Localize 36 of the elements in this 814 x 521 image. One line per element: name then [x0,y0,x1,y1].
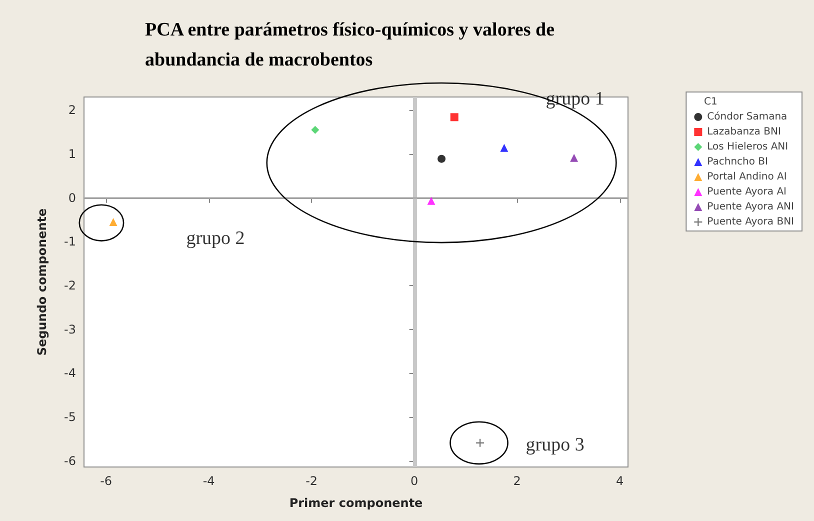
annotation: grupo 2 [186,228,245,250]
point [570,154,578,162]
y-tick-label: -6 [64,454,76,468]
x-axis-title: Primer componente [289,496,423,510]
legend-label: Puente Ayora BNI [707,216,794,228]
y-tick-label: -2 [64,278,76,293]
point [109,218,118,226]
y-axis-title: Segundo componente [35,208,49,356]
point [438,154,446,163]
legend-label: Lazabanza BNI [707,126,781,138]
annotation: grupo 3 [526,434,584,456]
legend-label: Puente Ayora ANI [707,202,794,212]
y-tick-label: -1 [64,234,76,249]
x-tick-label: -2 [306,474,318,488]
y-tick-label: 2 [68,103,76,118]
point [450,113,458,122]
y-tick-label: 1 [68,146,76,161]
legend-label: Puente Ayora AI [707,186,787,198]
legend-label: Portal Andino AI [707,172,787,182]
y-tick-label: -4 [64,366,76,380]
x-tick-label: 4 [616,474,624,488]
legend-label: Los Hieleros ANI [707,142,788,152]
point [311,126,320,134]
y-tick-label: 0 [68,190,76,205]
legend-label: Pachncho BI [707,156,768,168]
legend-label: Cóndor Samana [707,112,788,122]
y-tick-label: -3 [64,322,76,336]
x-tick-label: -4 [202,474,215,488]
chart-title: PCA entre parámetros físico-químicos y valores de abundancia de macrobentos [145,20,555,70]
legend-title: C1 [704,96,718,108]
point [500,144,508,152]
x-tick-label: 2 [513,474,521,488]
x-tick-label: -6 [100,474,112,488]
y-tick-label: -5 [64,410,76,424]
x-tick-label: 0 [410,474,418,488]
point [427,196,436,205]
